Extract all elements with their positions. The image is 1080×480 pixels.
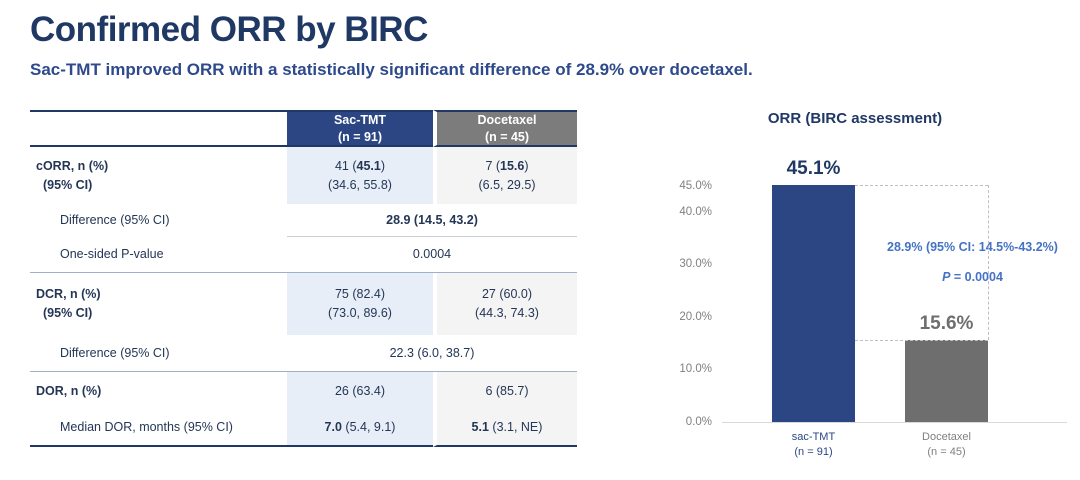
x-axis-line — [722, 422, 1067, 423]
x-axis-label-sac-tmt: sac-TMT (n = 91) — [762, 430, 865, 460]
p-symbol: P — [942, 270, 951, 284]
page-subtitle: Sac-TMT improved ORR with a statisticall… — [30, 60, 753, 79]
p-value-text: = 0.0004 — [950, 270, 1003, 284]
page-title: Confirmed ORR by BIRC — [30, 10, 428, 49]
row-label: Difference (95% CI) — [30, 335, 287, 372]
orr-bar-chart: ORR (BIRC assessment) 28.9% (95% CI: 14.… — [630, 100, 1080, 478]
bar-sac-tmt — [772, 184, 855, 422]
row-label-line2: (95% CI) — [43, 306, 93, 320]
corr-sac-value: 41 (45.1) (34.6, 55.8) — [287, 147, 433, 204]
dor-median-doc-value: 5.1 (3.1, NE) — [433, 410, 577, 447]
table-row-corr: cORR, n (%) (95% CI) 41 (45.1) (34.6, 55… — [30, 147, 577, 204]
dor-doc-value: 6 (85.7) — [433, 372, 577, 410]
column-name: Docetaxel — [477, 113, 537, 128]
value-line2: (44.3, 74.3) — [475, 306, 539, 320]
x-axis-label-docetaxel: Docetaxel (n = 45) — [895, 430, 998, 460]
value-line2: (6.5, 29.5) — [478, 177, 536, 192]
value-line2: (73.0, 89.6) — [328, 306, 392, 320]
y-axis-tick-label: 0.0% — [685, 416, 712, 428]
table-header-row: Sac-TMT (n = 91) Docetaxel (n = 45) — [30, 110, 577, 147]
bracket-right-dashed-line — [988, 184, 989, 340]
row-label: Difference (95% CI) — [60, 213, 170, 228]
dcr-doc-value: 27 (60.0) (44.3, 74.3) — [433, 273, 577, 335]
row-label: Median DOR, months (95% CI) — [30, 410, 287, 447]
corr-doc-value: 7 (15.6) (6.5, 29.5) — [433, 147, 577, 204]
category-name: sac-TMT — [791, 431, 836, 443]
y-axis-tick-label: 10.0% — [679, 363, 712, 376]
row-label-line2: (95% CI) — [43, 177, 93, 192]
dor-sac-value: 26 (63.4) — [287, 372, 433, 410]
category-n: (n = 45) — [927, 445, 966, 458]
corr-difference-value: 28.9 (14.5, 43.2) — [287, 204, 577, 237]
row-label: DCR, n (%) (95% CI) — [30, 273, 287, 335]
table-row-corr-pvalue: One-sided P-value 0.0004 — [30, 237, 577, 273]
dcr-difference-value: 22.3 (6.0, 38.7) — [287, 335, 577, 372]
value-line1: 27 (60.0) — [481, 287, 533, 302]
row-label: One-sided P-value — [30, 237, 287, 273]
table-row-dor-median: Median DOR, months (95% CI) 7.0 (5.4, 9.… — [30, 410, 577, 447]
table-row-dcr-difference: Difference (95% CI) 22.3 (6.0, 38.7) — [30, 335, 577, 372]
column-name: Sac-TMT — [333, 113, 387, 128]
table-row-dor: DOR, n (%) 26 (63.4) 6 (85.7) — [30, 372, 577, 410]
row-label-line1: cORR, n (%) — [36, 158, 109, 173]
annotation-pvalue-line: P = 0.0004 — [815, 262, 1080, 292]
difference-annotation: 28.9% (95% CI: 14.5%-43.2%) P = 0.0004 — [815, 232, 1080, 292]
dcr-sac-value: 75 (82.4) (73.0, 89.6) — [287, 273, 433, 335]
results-table: Sac-TMT (n = 91) Docetaxel (n = 45) cORR… — [30, 110, 577, 447]
y-axis-tick-label: 20.0% — [679, 310, 712, 323]
table-header-docetaxel: Docetaxel (n = 45) — [433, 110, 577, 147]
bracket-top-dashed-line — [855, 184, 988, 186]
table-header-sac-tmt: Sac-TMT (n = 91) — [287, 110, 433, 147]
results-table-container: Sac-TMT (n = 91) Docetaxel (n = 45) cORR… — [30, 110, 577, 447]
y-axis-tick-label: 45.0% — [679, 179, 712, 192]
table-header-empty-cell — [30, 110, 287, 147]
value-line1: 75 (82.4) — [334, 287, 386, 302]
table-row-corr-difference: Difference (95% CI) 28.9 (14.5, 43.2) — [30, 204, 577, 237]
y-axis-tick-label: 30.0% — [679, 258, 712, 271]
corr-pvalue: 0.0004 — [287, 237, 577, 273]
category-name: Docetaxel — [922, 431, 971, 443]
row-label: DOR, n (%) — [36, 383, 102, 398]
y-axis-tick-label: 40.0% — [679, 205, 712, 218]
dor-median-sac-value: 7.0 (5.4, 9.1) — [287, 410, 433, 447]
bar-value-label: 45.1% — [786, 157, 841, 179]
bracket-bottom-dashed-line — [855, 340, 988, 341]
bar-docetaxel — [905, 340, 988, 422]
value-line1: 7 (15.6) — [485, 158, 529, 173]
row-label-line1: DCR, n (%) — [36, 287, 101, 302]
annotation-ci-line: 28.9% (95% CI: 14.5%-43.2%) — [887, 240, 1058, 254]
value-line1: 41 (45.1) — [334, 158, 386, 173]
chart-title: ORR (BIRC assessment) — [767, 110, 943, 127]
row-label: cORR, n (%) (95% CI) — [30, 147, 287, 204]
category-n: (n = 91) — [794, 445, 833, 458]
bar-value-label: 15.6% — [919, 313, 974, 334]
column-n: (n = 45) — [484, 129, 530, 144]
table-row-dcr: DCR, n (%) (95% CI) 75 (82.4) (73.0, 89.… — [30, 273, 577, 335]
column-n: (n = 91) — [337, 129, 383, 144]
value-line2: (34.6, 55.8) — [328, 177, 392, 192]
